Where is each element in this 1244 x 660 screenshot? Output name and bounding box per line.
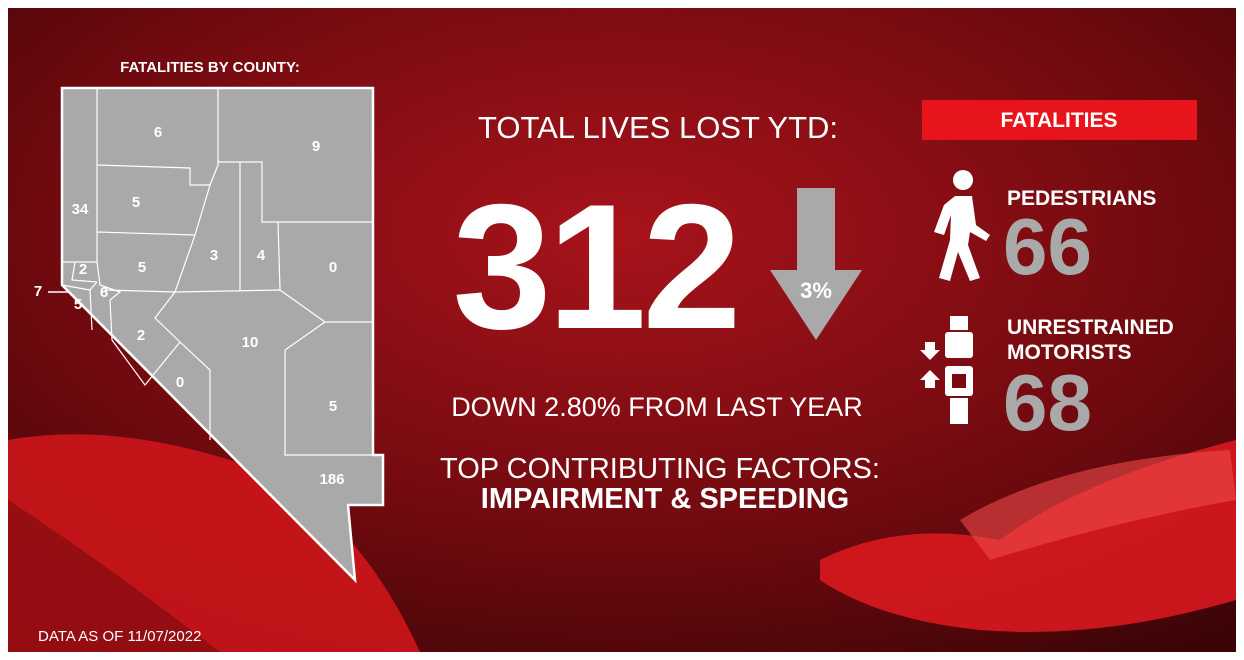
- county-borders: [61, 88, 373, 456]
- factors: IMPAIRMENT & SPEEDING: [481, 483, 849, 515]
- county-value: 5: [74, 296, 82, 313]
- county-value: 6: [154, 124, 162, 141]
- county-value: 5: [329, 398, 337, 415]
- subtitle: DOWN 2.80% FROM LAST YEAR: [451, 392, 863, 422]
- map-title: FATALITIES BY COUNTY:: [120, 59, 300, 76]
- county-value: 186: [319, 471, 344, 488]
- item-value: 68: [1003, 358, 1092, 447]
- county-value: 0: [329, 259, 337, 276]
- county-value: 5: [138, 259, 146, 276]
- factors-title: TOP CONTRIBUTING FACTORS:: [440, 453, 880, 485]
- item-label: MOTORISTS: [1007, 341, 1131, 364]
- county-value: 2: [79, 261, 87, 278]
- county-value: 10: [242, 334, 259, 351]
- car-debris: [960, 450, 1236, 560]
- fatalities-banner: [922, 100, 1197, 140]
- item-label: PEDESTRIANS: [1007, 187, 1156, 210]
- county-value: 9: [312, 138, 320, 155]
- county-value: 3: [210, 247, 218, 264]
- county-value: 2: [137, 327, 145, 344]
- change-value: 3%: [800, 278, 832, 303]
- item-value: 66: [1003, 202, 1092, 291]
- county-value: 0: [176, 374, 184, 391]
- nevada-outline: [60, 86, 385, 584]
- down-arrow: [770, 188, 862, 340]
- car-debris: [8, 500, 220, 652]
- total-value: 312: [453, 167, 738, 366]
- county-value: 5: [132, 194, 140, 211]
- county-value: 7: [34, 283, 42, 300]
- headline-title: TOTAL LIVES LOST YTD:: [478, 110, 838, 145]
- footer: DATA AS OF 11/07/2022: [38, 628, 201, 645]
- county-value: 4: [257, 247, 266, 264]
- pedestrian-icon: [934, 170, 990, 281]
- seatbelt-icon: [920, 316, 973, 424]
- county-value: 6: [100, 284, 108, 301]
- county-value: 34: [72, 201, 89, 218]
- item-label: UNRESTRAINED: [1007, 316, 1174, 339]
- fatalities-title: FATALITIES: [1000, 109, 1117, 132]
